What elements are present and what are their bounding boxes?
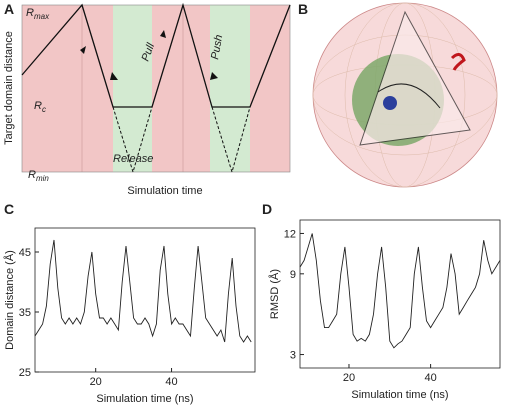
panel-label: D [262, 201, 272, 217]
panel-label: A [4, 1, 14, 17]
x-axis-label: Simulation time [127, 185, 202, 197]
schematic: Rmax Rc Rmin Pull Push Release Target do… [3, 2, 291, 197]
y-tick-label: 3 [290, 350, 296, 362]
domain-red [450, 53, 466, 71]
arrow [160, 30, 166, 38]
x-tick-label: 20 [343, 372, 355, 384]
phase-band [210, 5, 250, 172]
release-path [112, 106, 153, 174]
target-path [21, 2, 291, 108]
data-line [299, 233, 501, 349]
arrow [110, 72, 118, 80]
y-axis-label: RMSD (Å) [268, 269, 281, 319]
phase-band [113, 5, 152, 172]
y-tick-label: 35 [19, 307, 31, 319]
plot-frame [34, 227, 256, 373]
arrow [80, 46, 86, 54]
sphere-illustration [312, 2, 498, 188]
release-label: Release [113, 153, 153, 165]
y-axis-label: Domain distance (Å) [3, 250, 16, 350]
cutaway [359, 10, 471, 146]
release-path [211, 106, 251, 174]
phase-band [250, 5, 290, 172]
panel-label: C [4, 201, 14, 217]
y-tick-label: 9 [290, 269, 296, 281]
r-max: Rmax [26, 7, 50, 21]
x-tick-label: 40 [165, 376, 177, 388]
y-tick-label: 12 [284, 228, 296, 240]
panel-label: B [298, 1, 308, 17]
y-tick-label: 45 [19, 247, 31, 259]
phase-band [152, 5, 210, 172]
push-label: Push [209, 34, 225, 61]
domain-blue [383, 96, 397, 110]
r-c: Rc [34, 100, 46, 114]
y-tick-label: 25 [19, 367, 31, 379]
x-axis-label: Simulation time (ns) [96, 393, 193, 405]
x-tick-label: 40 [424, 372, 436, 384]
data-line [34, 239, 252, 343]
plot-frame [299, 219, 501, 369]
arrow [210, 72, 218, 80]
grid [344, 2, 466, 188]
cutaway-edge [377, 83, 441, 109]
r-min: Rmin [28, 169, 49, 183]
x-tick-label: 20 [90, 376, 102, 388]
phase-band [22, 5, 113, 172]
frame [21, 4, 291, 173]
x-axis-label: Simulation time (ns) [351, 389, 448, 401]
y-axis-label: Target domain distance [3, 31, 15, 145]
